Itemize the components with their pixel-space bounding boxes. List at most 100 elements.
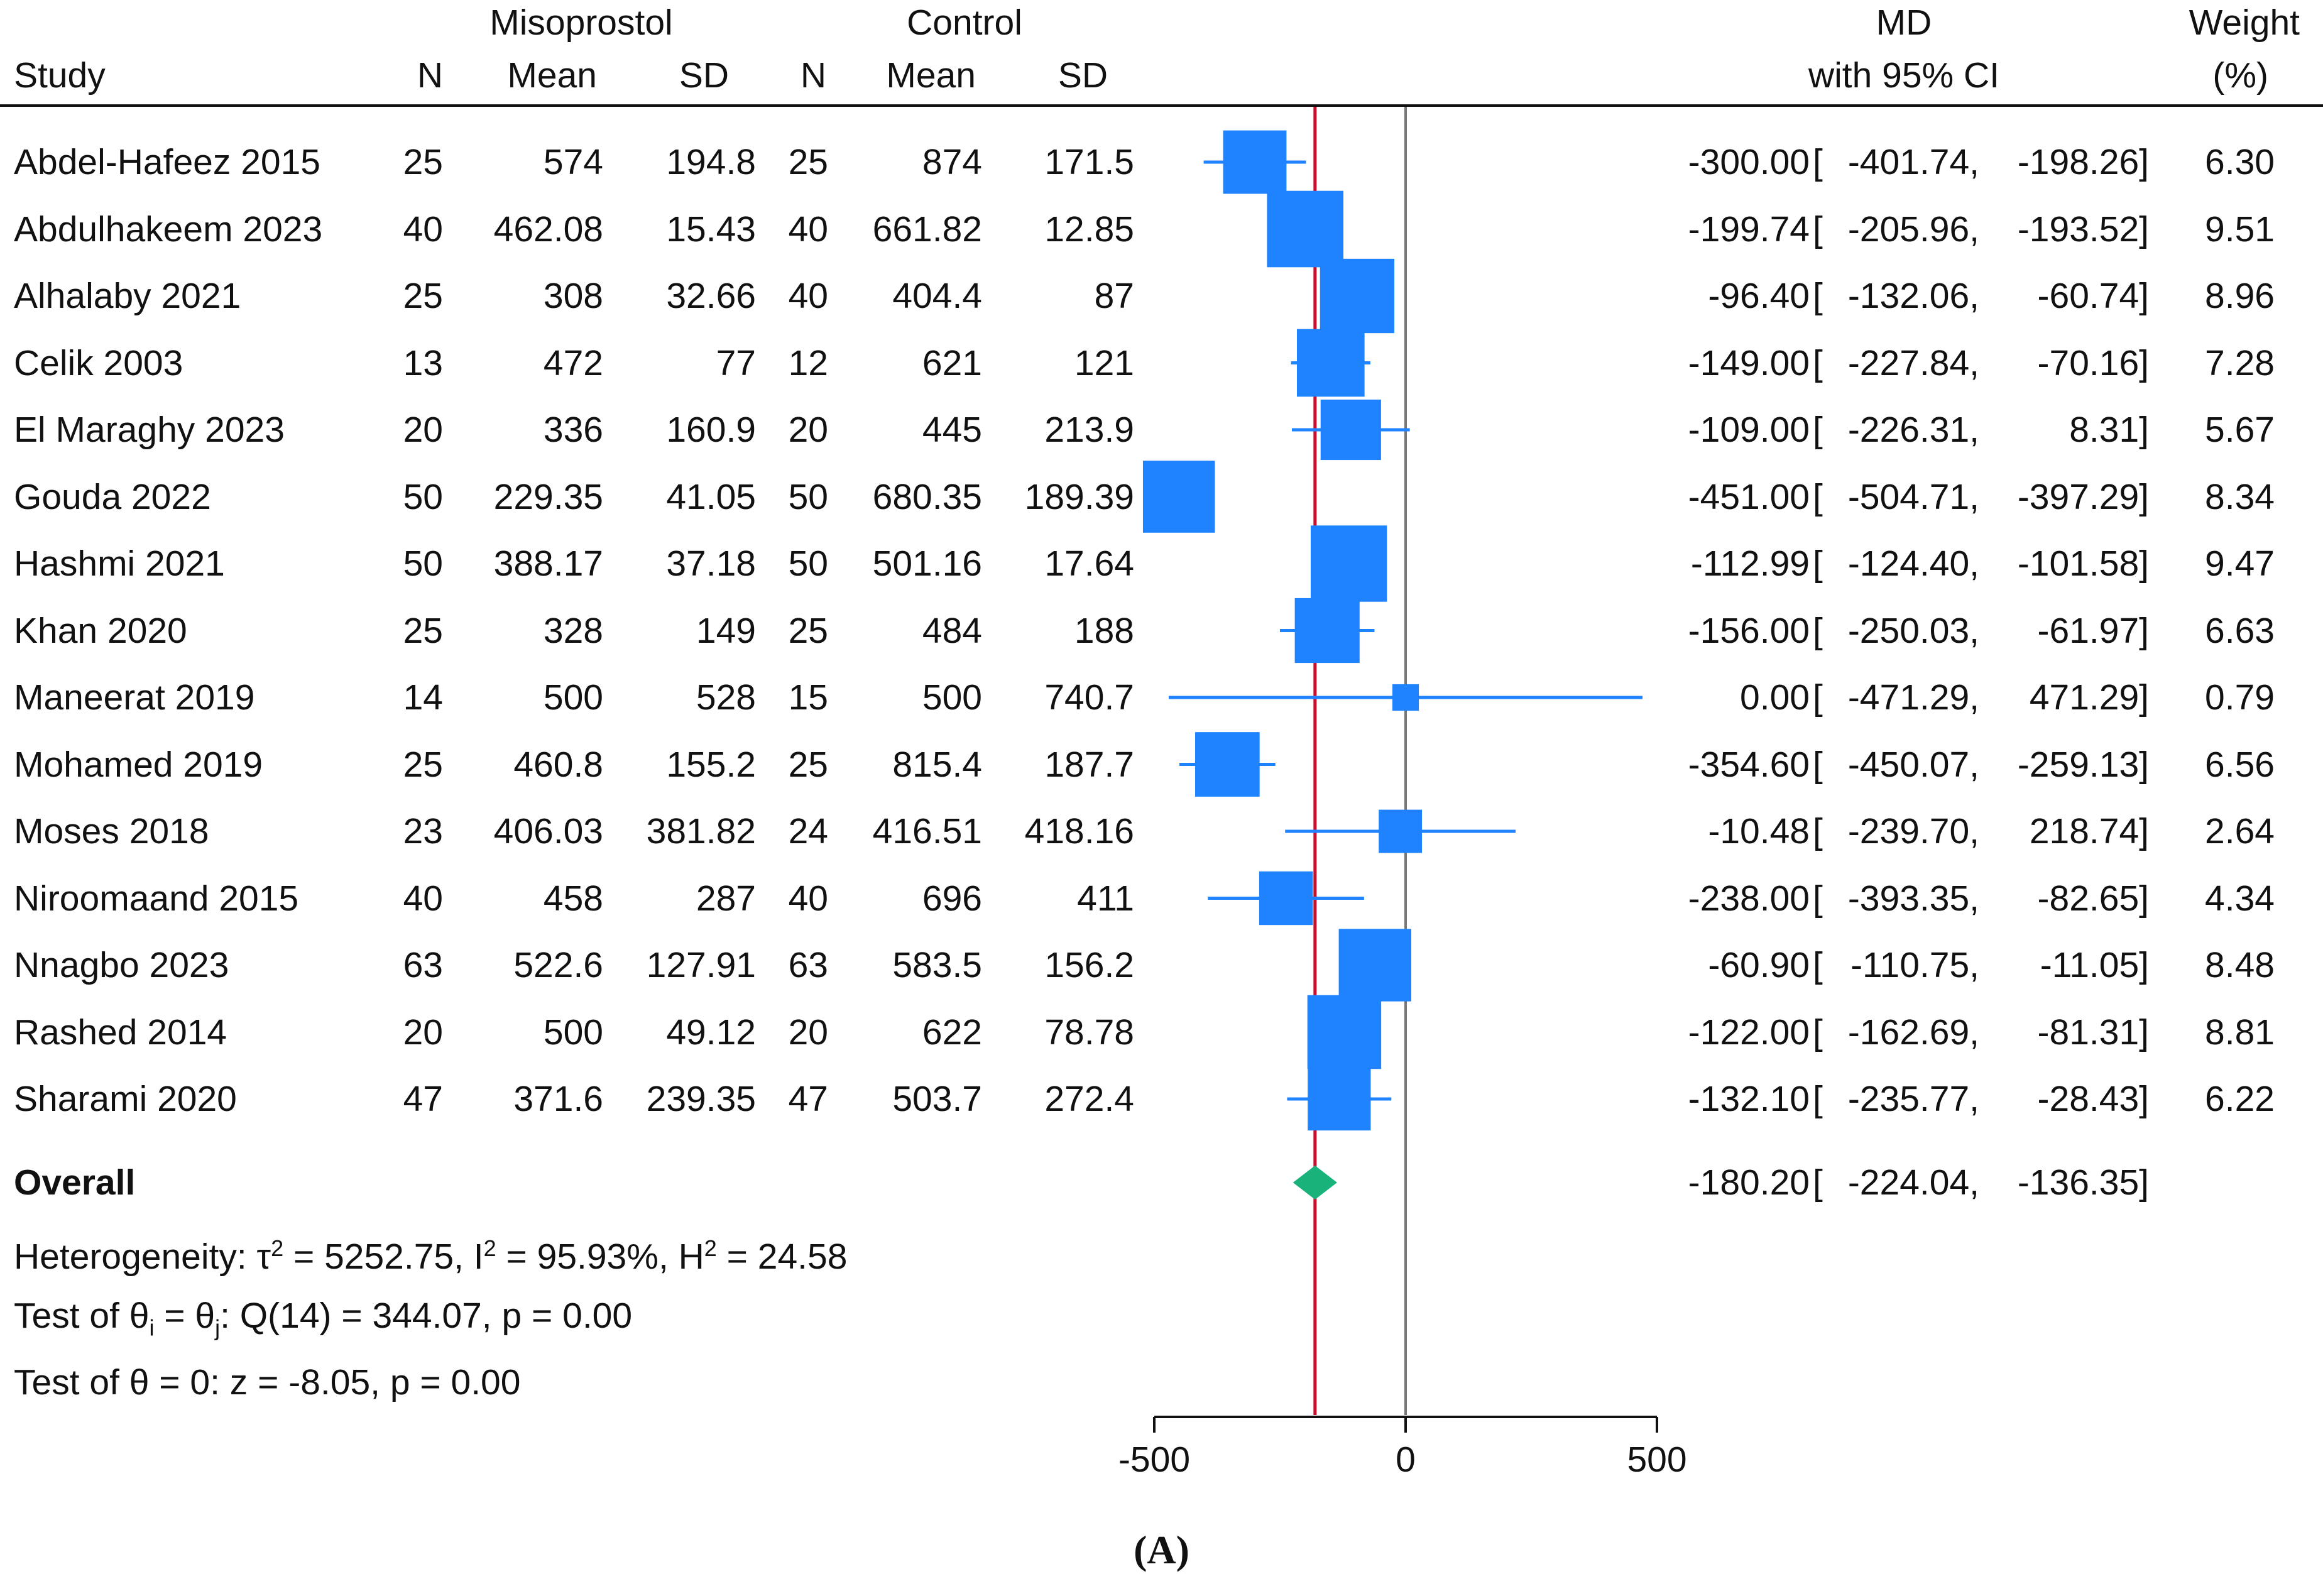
misoprostol-n: 14 <box>403 677 443 718</box>
md-value: -109.00 <box>1688 410 1810 450</box>
study-name: Nnagbo 2023 <box>14 945 229 985</box>
ci-lower: -450.07, <box>1847 744 1979 785</box>
md-value: 0.00 <box>1740 677 1810 718</box>
x-axis-tick-label: -500 <box>1118 1440 1191 1480</box>
ci-bracket-open: [ <box>1813 945 1823 985</box>
ci-lower: -250.03, <box>1847 610 1979 651</box>
overall-lo: -224.04, <box>1847 1162 1979 1203</box>
control-mean: 416.51 <box>872 811 982 851</box>
control-sd: 188 <box>1074 610 1134 651</box>
control-n: 12 <box>788 342 828 383</box>
weight-value: 7.28 <box>2205 342 2275 383</box>
ci-upper: 218.74] <box>2029 811 2149 851</box>
misoprostol-mean: 328 <box>543 610 603 651</box>
effect-marker <box>1379 809 1423 853</box>
ci-upper: -81.31] <box>2037 1012 2149 1052</box>
ci-upper: -397.29] <box>2017 476 2149 517</box>
header-group-control: Control <box>907 3 1022 43</box>
control-mean: 874 <box>922 142 982 182</box>
overall-md: -180.20 <box>1688 1162 1810 1203</box>
misoprostol-mean: 406.03 <box>493 811 603 851</box>
weight-value: 8.81 <box>2205 1012 2275 1052</box>
misoprostol-n: 63 <box>403 945 443 985</box>
misoprostol-sd: 127.91 <box>646 945 756 985</box>
control-sd: 411 <box>1077 878 1134 919</box>
weight-value: 8.48 <box>2205 945 2275 985</box>
misoprostol-mean: 458 <box>543 878 603 919</box>
control-mean: 484 <box>922 610 982 651</box>
control-mean: 404.4 <box>892 276 982 316</box>
misoprostol-sd: 528 <box>696 677 756 718</box>
effect-marker <box>1223 130 1287 194</box>
study-name: Maneerat 2019 <box>14 677 255 718</box>
md-value: -156.00 <box>1688 610 1810 651</box>
misoprostol-n: 47 <box>403 1079 443 1119</box>
ci-lower: -132.06, <box>1847 276 1979 316</box>
misoprostol-n: 20 <box>403 410 443 450</box>
misoprostol-sd: 381.82 <box>646 811 756 851</box>
ci-bracket-open: [ <box>1813 1079 1823 1119</box>
ci-upper: -82.65] <box>2037 878 2149 919</box>
x-axis-tick-label: 500 <box>1627 1440 1687 1480</box>
effect-marker <box>1142 461 1215 533</box>
overall-diamond <box>1293 1166 1337 1200</box>
control-mean: 680.35 <box>872 476 982 517</box>
ci-upper: -60.74] <box>2037 276 2149 316</box>
control-mean: 661.82 <box>872 209 982 249</box>
ci-upper: -61.97] <box>2037 610 2149 651</box>
md-value: -132.10 <box>1688 1079 1810 1119</box>
misoprostol-mean: 371.6 <box>513 1079 603 1119</box>
misoprostol-sd: 49.12 <box>666 1012 756 1052</box>
header-sd2: SD <box>1058 55 1108 96</box>
ci-bracket-open: [ <box>1813 342 1823 383</box>
header-weight-line1: Weight <box>2189 3 2300 43</box>
misoprostol-sd: 149 <box>696 610 756 651</box>
md-value: -10.48 <box>1708 811 1810 851</box>
ci-upper: -28.43] <box>2037 1079 2149 1119</box>
ci-upper: -11.05] <box>2040 945 2149 985</box>
md-value: -122.00 <box>1688 1012 1810 1052</box>
weight-value: 4.34 <box>2205 878 2275 919</box>
weight-value: 5.67 <box>2205 410 2275 450</box>
misoprostol-mean: 336 <box>543 410 603 450</box>
ci-lower: -504.71, <box>1847 476 1979 517</box>
control-mean: 445 <box>922 410 982 450</box>
control-sd: 87 <box>1094 276 1134 316</box>
control-sd: 156.2 <box>1044 945 1134 985</box>
control-n: 25 <box>788 744 828 785</box>
ci-upper: -101.58] <box>2017 544 2149 584</box>
misoprostol-sd: 160.9 <box>666 410 756 450</box>
effect-marker <box>1310 525 1387 602</box>
header-mean1: Mean <box>507 55 597 96</box>
misoprostol-mean: 229.35 <box>493 476 603 517</box>
misoprostol-sd: 287 <box>696 878 756 919</box>
header-group-misoprostol: Misoprostol <box>489 3 673 43</box>
ci-lower: -110.75, <box>1850 945 1979 985</box>
weight-value: 6.22 <box>2205 1079 2275 1119</box>
control-sd: 121 <box>1074 342 1134 383</box>
misoprostol-n: 25 <box>403 744 443 785</box>
misoprostol-sd: 194.8 <box>666 142 756 182</box>
misoprostol-sd: 239.35 <box>646 1079 756 1119</box>
ci-lower: -393.35, <box>1847 878 1979 919</box>
study-name: Abdel-Hafeez 2015 <box>14 142 321 182</box>
weight-value: 9.47 <box>2205 544 2275 584</box>
ci-bracket-open: [ <box>1813 544 1823 584</box>
effect-marker <box>1294 598 1360 664</box>
header-study: Study <box>14 55 106 96</box>
effect-marker <box>1392 684 1419 711</box>
control-mean: 621 <box>922 342 982 383</box>
ci-bracket-open: [ <box>1813 209 1823 249</box>
overall-bracket-open: [ <box>1813 1162 1823 1203</box>
misoprostol-n: 40 <box>403 209 443 249</box>
control-sd: 418.16 <box>1024 811 1134 851</box>
ci-lower: -235.77, <box>1847 1079 1979 1119</box>
ci-lower: -227.84, <box>1847 342 1979 383</box>
control-sd: 187.7 <box>1044 744 1134 785</box>
study-name: Niroomaand 2015 <box>14 878 299 919</box>
control-n: 25 <box>788 142 828 182</box>
weight-value: 9.51 <box>2205 209 2275 249</box>
ci-lower: -239.70, <box>1847 811 1979 851</box>
